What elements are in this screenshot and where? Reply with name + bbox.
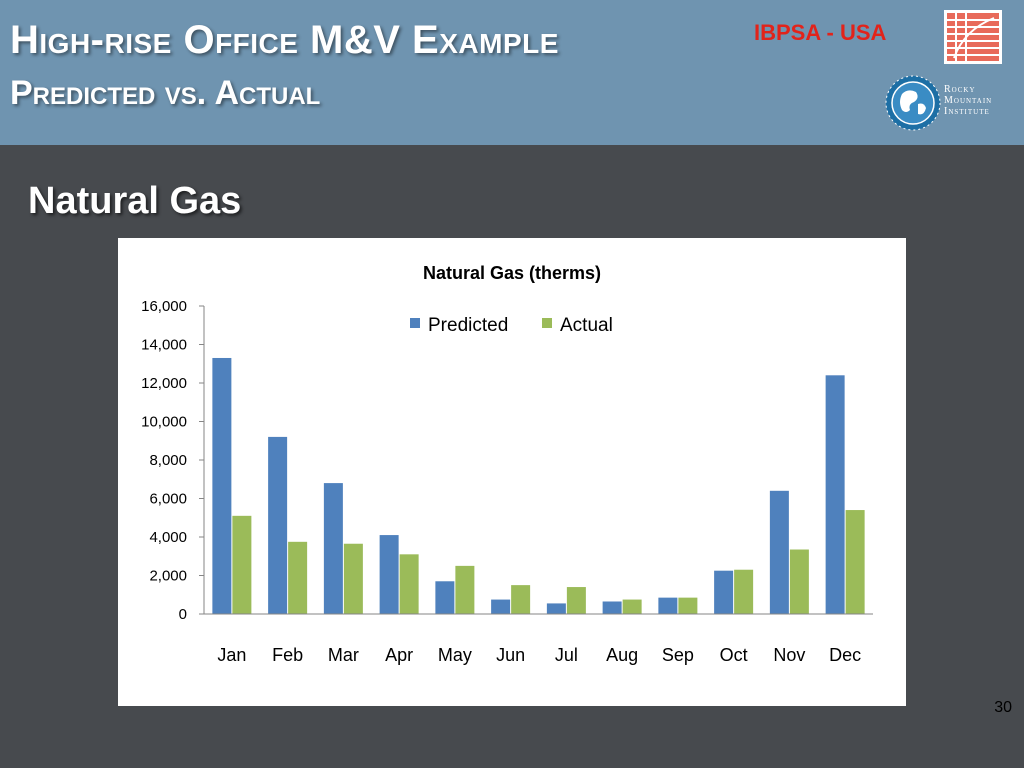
rmi-logo-text: Rocky Mountain Institute bbox=[944, 84, 993, 117]
slide-title: High-rise Office M&V Example bbox=[10, 18, 559, 62]
predicted-bar-mar bbox=[323, 483, 343, 614]
y-tick-label: 2,000 bbox=[149, 568, 187, 585]
x-tick-label: Aug bbox=[606, 645, 638, 665]
predicted-bar-apr bbox=[379, 535, 399, 614]
x-tick-label: Oct bbox=[720, 645, 748, 665]
predicted-bar-nov bbox=[769, 490, 789, 614]
page-number: 30 bbox=[994, 699, 1012, 716]
rocky-mountain-institute-logo-icon bbox=[885, 75, 941, 131]
x-tick-label: Feb bbox=[272, 645, 303, 665]
predicted-bar-sep bbox=[658, 597, 678, 614]
y-tick-label: 6,000 bbox=[149, 491, 187, 508]
x-tick-label: Jul bbox=[555, 645, 578, 665]
legend-swatch-predicted bbox=[410, 318, 420, 328]
slide-header: High-rise Office M&V Example Predicted v… bbox=[0, 0, 1024, 145]
actual-bar-mar bbox=[343, 543, 363, 614]
x-tick-label: Jun bbox=[496, 645, 525, 665]
actual-bar-apr bbox=[399, 554, 419, 614]
actual-bar-oct bbox=[734, 569, 754, 614]
predicted-bar-dec bbox=[825, 375, 845, 614]
predicted-bar-jul bbox=[546, 603, 566, 614]
actual-bar-jun bbox=[511, 585, 531, 614]
predicted-bar-jun bbox=[491, 599, 511, 614]
actual-bar-dec bbox=[845, 510, 865, 614]
bars-group bbox=[212, 357, 865, 614]
legend-swatch-actual bbox=[542, 318, 552, 328]
predicted-bar-may bbox=[435, 581, 455, 614]
actual-bar-jul bbox=[566, 587, 586, 614]
x-tick-label: May bbox=[438, 645, 472, 665]
predicted-bar-oct bbox=[714, 570, 734, 614]
predicted-bar-feb bbox=[268, 436, 288, 614]
natural-gas-bar-chart: Natural Gas (therms) Predicted Actual 0 2,… bbox=[141, 263, 873, 665]
x-tick-label: Apr bbox=[385, 645, 413, 665]
chart-title: Natural Gas (therms) bbox=[423, 263, 601, 283]
y-axis: 0 2,000 4,000 6,000 8,000 10,000 12,000 14,000 1… bbox=[141, 298, 205, 623]
x-tick-label: Sep bbox=[662, 645, 694, 665]
legend-label-actual: Actual bbox=[560, 315, 613, 336]
y-tick-label: 12,000 bbox=[141, 375, 187, 392]
ibpsa-usa-label: IBPSA - USA bbox=[754, 20, 887, 45]
ibpsa-logo-icon bbox=[944, 10, 1002, 64]
predicted-bar-aug bbox=[602, 601, 622, 614]
y-tick-label: 8,000 bbox=[149, 452, 187, 469]
x-tick-label: Mar bbox=[328, 645, 359, 665]
x-tick-label: Dec bbox=[829, 645, 861, 665]
actual-bar-aug bbox=[622, 599, 642, 614]
x-axis: Jan Feb Mar Apr May Jun Jul Aug Sep Oct Nov Dec bbox=[204, 613, 873, 665]
chart-legend: Predicted Actual bbox=[410, 315, 613, 336]
y-tick-label: 0 bbox=[179, 606, 187, 623]
chart-container: Natural Gas (therms) Predicted Actual 0 2,… bbox=[118, 238, 906, 706]
actual-bar-sep bbox=[678, 597, 698, 614]
y-tick-label: 10,000 bbox=[141, 414, 187, 431]
x-tick-label: Nov bbox=[773, 645, 805, 665]
y-tick-label: 4,000 bbox=[149, 529, 187, 546]
actual-bar-nov bbox=[789, 549, 809, 614]
slide-subtitle: Predicted vs. Actual bbox=[10, 74, 321, 112]
predicted-bar-jan bbox=[212, 357, 232, 614]
actual-bar-may bbox=[455, 565, 475, 614]
section-title: Natural Gas bbox=[28, 180, 242, 222]
legend-label-predicted: Predicted bbox=[428, 315, 508, 336]
y-tick-label: 14,000 bbox=[141, 337, 187, 354]
actual-bar-feb bbox=[288, 541, 308, 614]
actual-bar-jan bbox=[232, 515, 252, 614]
x-tick-label: Jan bbox=[217, 645, 246, 665]
y-tick-label: 16,000 bbox=[141, 298, 187, 315]
